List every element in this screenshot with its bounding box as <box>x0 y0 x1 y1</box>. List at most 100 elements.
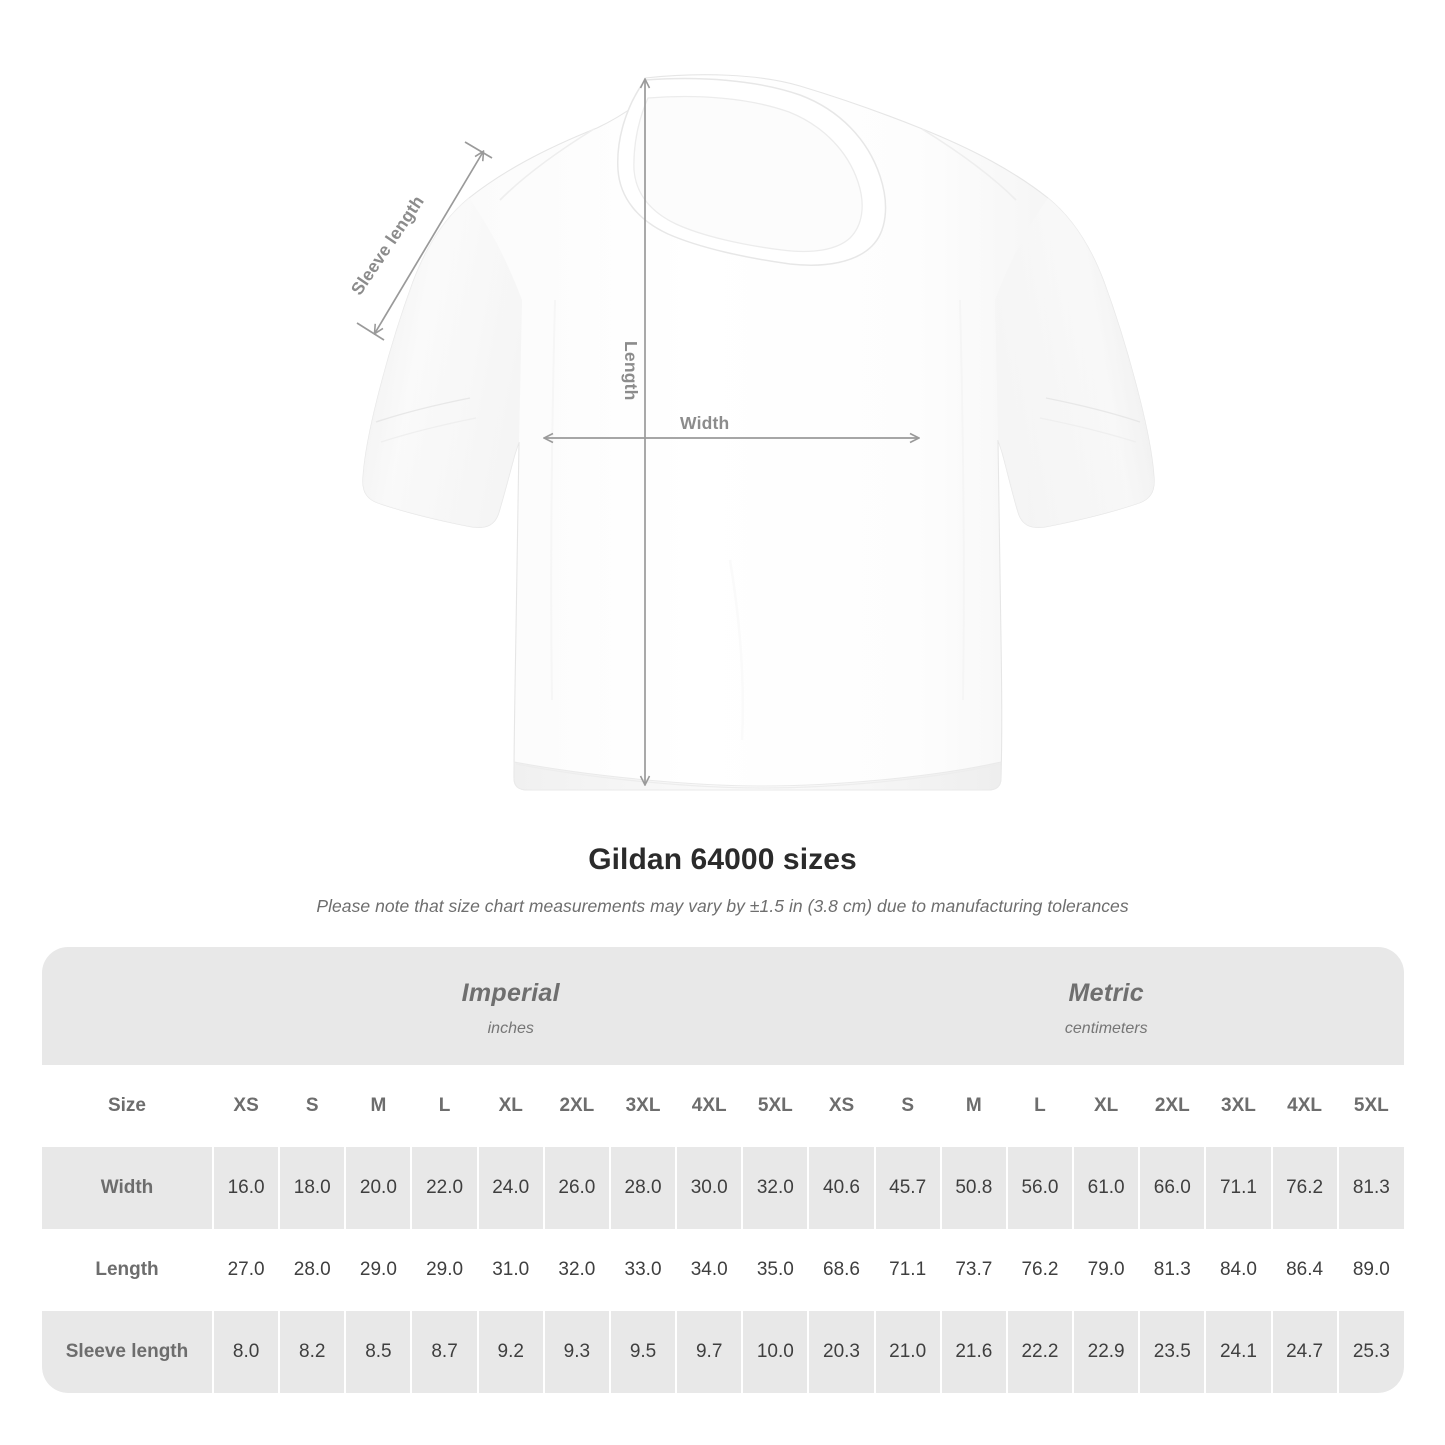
table-header-row: Size XS S M L XL 2XL 3XL 4XL 5XL XS S M L XL 2XL 3XL 4XL… <box>42 1065 1404 1147</box>
column-header-imperial-3xl: 3XL <box>608 1065 677 1147</box>
cell-length-4xl-in: 34.0 <box>675 1229 743 1311</box>
column-header-imperial-xl: XL <box>476 1065 544 1147</box>
cell-length-xl-cm: 79.0 <box>1072 1229 1140 1311</box>
width-label: Width <box>680 413 730 433</box>
metric-unit: centimeters <box>1064 1019 1148 1037</box>
column-header-metric-m: M <box>939 1065 1007 1147</box>
cell-length-3xl-in: 33.0 <box>608 1229 677 1311</box>
title-block: Gildan 64000 sizes Please note that size… <box>0 843 1445 917</box>
sleeve-arrow <box>375 152 483 333</box>
table-row: Sleeve length 8.0 8.2 8.5 8.7 9.2 9.3 9.5 9.7 10.… <box>42 1311 1404 1393</box>
dimension-arrows <box>356 80 918 784</box>
table-head: Size XS S M L XL 2XL 3XL 4XL 5XL XS S M L XL 2XL 3XL 4XL… <box>42 1065 1404 1147</box>
tolerance-note: Please note that size chart measurements… <box>316 896 1129 916</box>
cell-length-2xl-in: 32.0 <box>542 1229 610 1311</box>
cell-width-xl-in: 24.0 <box>476 1147 544 1229</box>
shirt-body-shape <box>362 74 1155 791</box>
row-label-width: Width <box>42 1147 214 1229</box>
cell-width-4xl-in: 30.0 <box>675 1147 743 1229</box>
column-header-imperial-2xl: 2XL <box>542 1065 610 1147</box>
cell-width-4xl-cm: 76.2 <box>1270 1147 1338 1229</box>
cell-width-xl-cm: 61.0 <box>1072 1147 1140 1229</box>
cell-length-l-in: 29.0 <box>410 1229 478 1311</box>
column-header-metric-3xl: 3XL <box>1204 1065 1272 1147</box>
cell-length-xs-in: 27.0 <box>212 1229 280 1311</box>
column-header-imperial-m: M <box>344 1065 412 1147</box>
cell-width-5xl-cm: 81.3 <box>1336 1147 1404 1229</box>
cell-width-s-cm: 45.7 <box>873 1147 941 1229</box>
cell-sleeve-length-s-cm: 21.0 <box>873 1311 941 1393</box>
cell-sleeve-length-xl-in: 9.2 <box>476 1311 544 1393</box>
column-header-metric-xs: XS <box>807 1065 875 1147</box>
column-header-imperial-s: S <box>278 1065 346 1147</box>
cell-length-3xl-cm: 84.0 <box>1204 1229 1272 1311</box>
cell-length-4xl-cm: 86.4 <box>1270 1229 1338 1311</box>
cell-width-3xl-cm: 71.1 <box>1204 1147 1272 1229</box>
column-header-metric-s: S <box>873 1065 941 1147</box>
cell-length-s-cm: 71.1 <box>873 1229 941 1311</box>
cell-width-5xl-in: 32.0 <box>741 1147 809 1229</box>
sleeve-tick-top <box>464 141 493 159</box>
metric-label: Metric <box>1068 978 1144 1007</box>
unit-group-imperial: Imperial inches <box>213 947 809 1065</box>
cell-sleeve-length-2xl-cm: 23.5 <box>1138 1311 1206 1393</box>
table-row: Length 27.0 28.0 29.0 29.0 31.0 32.0 33.0 34.0 35… <box>42 1229 1404 1311</box>
cell-sleeve-length-m-cm: 21.6 <box>939 1311 1007 1393</box>
column-header-imperial-xs: XS <box>212 1065 280 1147</box>
row-label-sleeve-length: Sleeve length <box>42 1311 214 1393</box>
cell-width-l-cm: 56.0 <box>1005 1147 1074 1229</box>
tshirt-diagram: Sleeve length Length Width <box>347 74 1155 791</box>
table-row: Width 16.0 18.0 20.0 22.0 24.0 26.0 28.0 30.0 32.… <box>42 1147 1404 1229</box>
cell-sleeve-length-5xl-in: 10.0 <box>741 1311 809 1393</box>
page-title: Gildan 64000 sizes <box>588 843 857 876</box>
column-header-metric-l: L <box>1005 1065 1074 1147</box>
column-header-imperial-l: L <box>410 1065 478 1147</box>
cell-length-2xl-cm: 81.3 <box>1138 1229 1206 1311</box>
cell-sleeve-length-4xl-cm: 24.7 <box>1270 1311 1338 1393</box>
cell-length-xs-cm: 68.6 <box>807 1229 875 1311</box>
cell-sleeve-length-2xl-in: 9.3 <box>542 1311 610 1393</box>
unit-band-spacer <box>42 947 213 1065</box>
cell-length-5xl-in: 35.0 <box>741 1229 809 1311</box>
cell-width-m-cm: 50.8 <box>939 1147 1007 1229</box>
size-chart-table: Imperial inches Metric centimeters Size … <box>42 947 1404 1397</box>
cell-width-2xl-cm: 66.0 <box>1138 1147 1206 1229</box>
cell-sleeve-length-l-in: 8.7 <box>410 1311 478 1393</box>
cell-length-5xl-cm: 89.0 <box>1336 1229 1404 1311</box>
cell-width-s-in: 18.0 <box>278 1147 346 1229</box>
row-label-length: Length <box>42 1229 214 1311</box>
cell-sleeve-length-xl-cm: 22.9 <box>1072 1311 1140 1393</box>
column-header-metric-4xl: 4XL <box>1270 1065 1338 1147</box>
header-size-label: Size <box>42 1065 214 1147</box>
tshirt-illustration <box>356 74 1155 791</box>
cell-width-l-in: 22.0 <box>410 1147 478 1229</box>
cell-length-s-in: 28.0 <box>278 1229 346 1311</box>
cell-length-l-cm: 76.2 <box>1005 1229 1074 1311</box>
cell-length-xl-in: 31.0 <box>476 1229 544 1311</box>
cell-length-m-in: 29.0 <box>344 1229 412 1311</box>
cell-sleeve-length-l-cm: 22.2 <box>1005 1311 1074 1393</box>
imperial-label: Imperial <box>461 978 560 1007</box>
column-header-metric-xl: XL <box>1072 1065 1140 1147</box>
unit-header-band: Imperial inches Metric centimeters <box>42 947 1404 1065</box>
cell-width-xs-in: 16.0 <box>212 1147 280 1229</box>
length-label: Length <box>621 341 641 401</box>
measurements-table: Size XS S M L XL 2XL 3XL 4XL 5XL XS S M L XL 2XL 3XL 4XL… <box>42 1065 1404 1393</box>
cell-sleeve-length-s-in: 8.2 <box>278 1311 346 1393</box>
sleeve-tick-bottom <box>356 322 385 341</box>
cell-width-3xl-in: 28.0 <box>608 1147 677 1229</box>
column-header-imperial-5xl: 5XL <box>741 1065 809 1147</box>
column-header-metric-2xl: 2XL <box>1138 1065 1206 1147</box>
cell-sleeve-length-5xl-cm: 25.3 <box>1336 1311 1404 1393</box>
cell-width-m-in: 20.0 <box>344 1147 412 1229</box>
column-header-imperial-4xl: 4XL <box>675 1065 743 1147</box>
cell-sleeve-length-3xl-in: 9.5 <box>608 1311 677 1393</box>
imperial-unit: inches <box>487 1019 534 1037</box>
cell-length-m-cm: 73.7 <box>939 1229 1007 1311</box>
cell-sleeve-length-3xl-cm: 24.1 <box>1204 1311 1272 1393</box>
cell-sleeve-length-4xl-in: 9.7 <box>675 1311 743 1393</box>
unit-group-metric: Metric centimeters <box>809 947 1405 1065</box>
table-body: Width 16.0 18.0 20.0 22.0 24.0 26.0 28.0 30.0 32.… <box>42 1147 1404 1393</box>
cell-sleeve-length-xs-in: 8.0 <box>212 1311 280 1393</box>
cell-width-xs-cm: 40.6 <box>807 1147 875 1229</box>
